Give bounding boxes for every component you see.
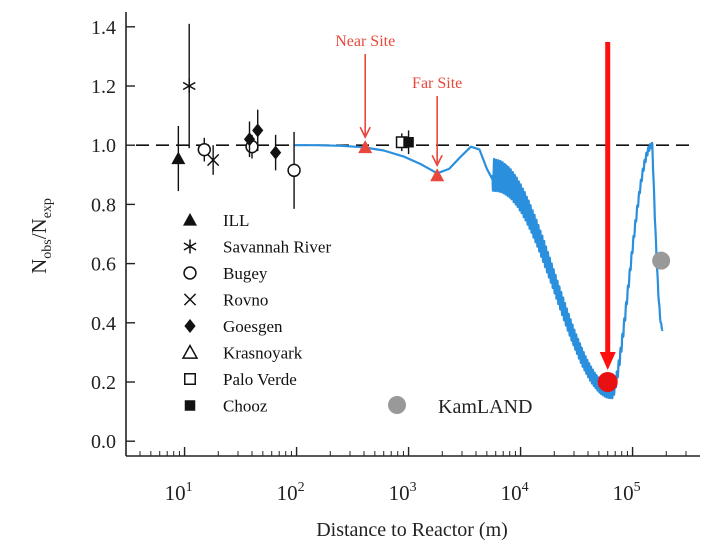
- axes-layer: 0.0 0.2 0.4 0.6 0.8 1.0 1.2 1.4 101 102 103 104 105: [91, 12, 700, 505]
- data-point-filled-diamond: [252, 123, 264, 138]
- legend-label: Rovno: [223, 291, 268, 310]
- data-point-open-circle: [287, 163, 301, 178]
- circle-mark: [197, 142, 211, 157]
- circle-mark: [183, 266, 197, 280]
- legend-label: ILL: [223, 211, 249, 230]
- cross-mark: [207, 153, 220, 167]
- site-arrow-head: [359, 126, 371, 139]
- x-tick-label: 103: [389, 480, 417, 505]
- highlight-point: [597, 372, 618, 392]
- legend-layer: ILL Savannah River Bugey Rovno Goesgen Krasno…: [181, 211, 406, 416]
- asterisk-mark: [183, 242, 197, 251]
- triangle-mark: [183, 213, 197, 226]
- y-tick-label: 0.8: [91, 194, 116, 216]
- square-mark: [403, 136, 414, 148]
- legend-marker-cross: [183, 293, 197, 306]
- site-arrow-head: [431, 154, 443, 168]
- legend-marker-open-square: [184, 373, 196, 385]
- x-tick-label: 105: [613, 480, 641, 505]
- y-tick-label: 0.2: [91, 372, 116, 394]
- triangle-mark: [171, 151, 186, 165]
- legend-marker-asterisk: [183, 239, 197, 254]
- y-tick-label: 0.0: [91, 431, 116, 453]
- diamond-mark: [184, 319, 196, 333]
- cross-mark: [183, 293, 197, 306]
- kamland-label: KamLAND: [438, 396, 532, 418]
- legend-marker-filled-triangle: [183, 213, 197, 226]
- x-tick-label: 101: [165, 480, 193, 505]
- square-mark: [184, 400, 196, 411]
- triangle-mark: [181, 343, 199, 359]
- y-tick-label: 0.4: [91, 313, 116, 335]
- data-point-open-circle: [197, 142, 211, 157]
- curve-layer: [294, 141, 664, 400]
- legend-label: Bugey: [223, 264, 268, 283]
- diamond-mark: [270, 145, 282, 160]
- legend-marker-open-triangle: [181, 343, 199, 359]
- site-marker: [430, 168, 445, 182]
- legend-marker-filled-square: [184, 400, 196, 411]
- kamland-legend-dot: [388, 396, 406, 414]
- circle-mark: [287, 163, 301, 178]
- y-axis-label: Nobs/Nexp: [27, 198, 55, 274]
- x-tick-label: 104: [501, 480, 529, 505]
- legend-label: Krasnoyark: [223, 344, 303, 363]
- oscillation-curve: [294, 141, 664, 400]
- legend-label: Palo Verde: [223, 370, 297, 389]
- y-tick-label: 1.2: [91, 76, 116, 98]
- data-point-cross: [207, 153, 220, 167]
- kamland-point: [652, 251, 671, 270]
- site-label: Far Site: [412, 75, 462, 92]
- square-mark: [184, 373, 196, 385]
- marks-layer: Near Site Far Site: [171, 23, 671, 392]
- legend-label: Savannah River: [223, 238, 331, 257]
- x-axis-label: Distance to Reactor (m): [316, 519, 508, 541]
- diamond-mark: [243, 132, 256, 147]
- x-tick-label: 102: [277, 480, 305, 505]
- asterisk-mark: [182, 81, 196, 91]
- data-point-filled-diamond: [270, 145, 282, 160]
- y-tick-label: 1.0: [91, 135, 116, 157]
- data-point-asterisk: [182, 79, 196, 93]
- legend-marker-filled-diamond: [184, 319, 196, 333]
- y-tick-label: 0.6: [91, 254, 116, 276]
- site-label: Near Site: [335, 33, 395, 50]
- data-point-filled-square: [403, 136, 414, 148]
- legend-label: Chooz: [223, 397, 268, 416]
- data-point-filled-triangle: [171, 151, 186, 165]
- legend-marker-open-circle: [183, 266, 197, 280]
- diamond-mark: [252, 123, 264, 138]
- highlight-arrow-head: [599, 352, 616, 370]
- data-point-filled-diamond: [243, 132, 256, 147]
- site-marker: [358, 140, 373, 154]
- legend-label: Goesgen: [223, 317, 283, 336]
- y-tick-label: 1.4: [91, 17, 116, 39]
